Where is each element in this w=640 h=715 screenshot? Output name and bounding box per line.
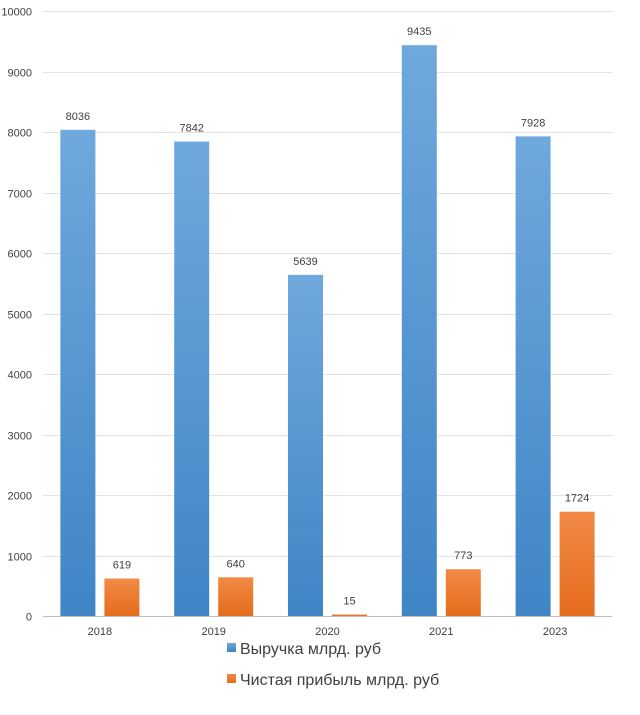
bar-revenue-2018 xyxy=(60,129,96,616)
y-tick-label: 4000 xyxy=(8,370,32,382)
bar-profit-2023 xyxy=(559,511,595,616)
data-label-revenue-2019: 7842 xyxy=(179,123,203,135)
x-tick-label-2023: 2023 xyxy=(543,626,567,638)
legend-label-revenue: Выручка млрд. руб xyxy=(240,641,381,658)
bar-profit-2021 xyxy=(445,569,481,616)
data-label-profit-2021: 773 xyxy=(454,550,472,562)
bar-profit-2018 xyxy=(104,578,140,616)
legend-label-profit: Чистая прибыль млрд. руб xyxy=(240,672,439,689)
data-label-profit-2019: 640 xyxy=(227,558,245,570)
data-label-profit-2023: 1724 xyxy=(565,493,589,505)
y-axis-ticks: 0 1000 2000 3000 4000 5000 6000 7000 8000 9000 100… xyxy=(1,7,32,624)
y-tick-label: 9000 xyxy=(8,68,32,80)
x-tick-label-2019: 2019 xyxy=(201,626,225,638)
x-tick-label-2018: 2018 xyxy=(88,626,112,638)
bar-revenue-2020 xyxy=(288,274,323,616)
y-tick-label: 10000 xyxy=(1,7,32,19)
bar-profit-2020 xyxy=(332,614,367,616)
legend-swatch-revenue xyxy=(227,643,236,652)
y-tick-label: 8000 xyxy=(8,128,32,140)
legend: Выручка млрд. руб Чистая прибыль млрд. ру… xyxy=(227,641,439,689)
data-labels: 8036 619 7842 640 5639 15 9435 773 7928 1724 xyxy=(66,26,590,607)
data-label-revenue-2021: 9435 xyxy=(407,26,431,38)
y-tick-label: 6000 xyxy=(8,249,32,261)
data-label-revenue-2020: 5639 xyxy=(293,256,317,268)
y-tick-label: 1000 xyxy=(8,552,32,564)
bar-revenue-2019 xyxy=(174,141,210,616)
bars xyxy=(60,45,595,617)
data-label-profit-2018: 619 xyxy=(113,560,131,572)
data-label-revenue-2018: 8036 xyxy=(66,111,90,123)
bar-revenue-2023 xyxy=(515,136,551,616)
y-tick-label: 3000 xyxy=(8,431,32,443)
y-tick-label: 5000 xyxy=(8,310,32,322)
bar-profit-2019 xyxy=(218,577,254,616)
y-tick-label: 0 xyxy=(26,612,32,624)
x-tick-label-2020: 2020 xyxy=(315,626,339,638)
y-tick-label: 2000 xyxy=(8,491,32,503)
bar-revenue-2021 xyxy=(401,45,437,617)
gridlines xyxy=(43,11,612,617)
y-tick-label: 7000 xyxy=(8,189,32,201)
x-axis-ticks: 2018 2019 2020 2021 2023 xyxy=(88,626,568,638)
legend-swatch-profit xyxy=(227,674,236,683)
data-label-revenue-2023: 7928 xyxy=(521,117,545,129)
x-tick-label-2021: 2021 xyxy=(429,626,453,638)
data-label-profit-2020: 15 xyxy=(343,596,355,608)
